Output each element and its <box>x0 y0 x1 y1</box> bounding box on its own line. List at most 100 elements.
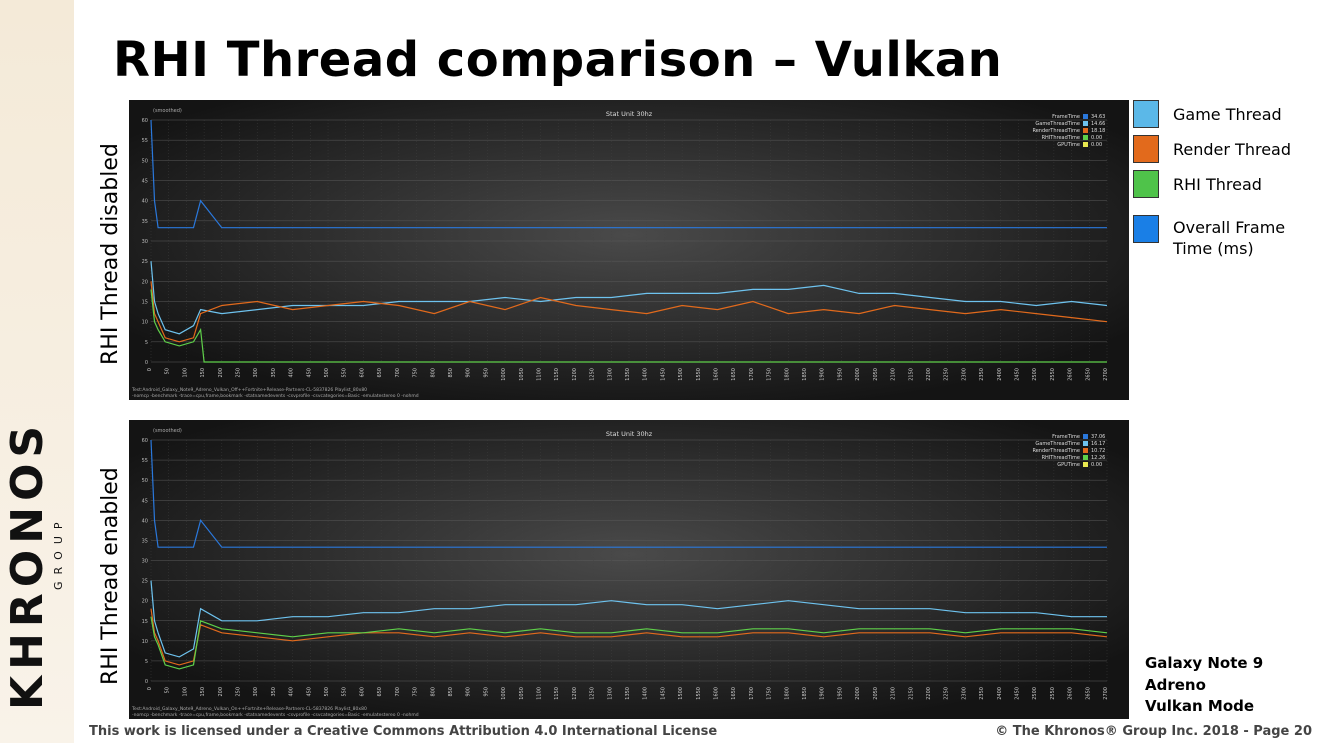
x-tick-label: 50 <box>165 368 171 374</box>
series-line-GameThreadTime <box>150 580 1107 658</box>
chart-title: Stat Unit 30hz <box>606 110 653 118</box>
x-tick-label: 1900 <box>820 687 826 700</box>
x-tick-label: 2250 <box>944 368 950 381</box>
y-tick-label: 0 <box>145 679 148 685</box>
x-tick-label: 450 <box>306 368 312 378</box>
x-tick-label: 750 <box>413 368 419 378</box>
x-tick-label: 2150 <box>908 368 914 381</box>
x-tick-label: 700 <box>395 368 401 378</box>
x-tick-label: 500 <box>324 368 330 378</box>
x-tick-label: 1850 <box>802 368 808 381</box>
chart-legend-value: 10.72 <box>1091 448 1105 454</box>
x-tick-label: 1800 <box>784 368 790 381</box>
x-tick-label: 1400 <box>643 687 649 700</box>
x-tick-label: 1600 <box>714 368 720 381</box>
y-tick-label: 5 <box>145 659 148 665</box>
logo-text: KHRONOS <box>2 419 53 710</box>
chart-rhi-enabled: 0 5 10 15 20 25 30 35 40 45 50 55 60 0 50 100 150 200 250 3… <box>129 420 1129 719</box>
x-tick-label: 350 <box>271 368 277 378</box>
chart-legend-value: 14.66 <box>1091 121 1105 127</box>
x-tick-label: 1550 <box>696 687 702 700</box>
x-tick-label: 950 <box>483 687 489 697</box>
x-tick-label: 250 <box>236 687 242 697</box>
x-tick-label: 1750 <box>767 687 773 700</box>
series-line-RHIThreadTime <box>150 289 1107 363</box>
x-tick-label: 1500 <box>678 687 684 700</box>
device-name: Galaxy Note 9 <box>1145 654 1264 672</box>
x-tick-label: 2600 <box>1068 368 1074 381</box>
x-tick-label: 2700 <box>1103 687 1109 700</box>
x-tick-label: 2450 <box>1014 368 1020 381</box>
x-tick-label: 1750 <box>767 368 773 381</box>
legend-swatch <box>1133 100 1159 128</box>
chart-legend-value: 0.00 <box>1091 135 1102 141</box>
x-tick-label: 300 <box>253 368 259 378</box>
x-tick-label: 2550 <box>1050 368 1056 381</box>
device-info: Galaxy Note 9 Adreno Vulkan Mode <box>1145 653 1263 718</box>
x-tick-label: 900 <box>466 687 472 697</box>
x-tick-label: 1450 <box>660 687 666 700</box>
x-tick-label: 2400 <box>997 687 1003 700</box>
y-tick-label: 50 <box>142 478 148 484</box>
x-tick-label: 2700 <box>1103 368 1109 381</box>
x-tick-label: 100 <box>182 687 188 697</box>
x-tick-label: 1450 <box>660 368 666 381</box>
chart-legend-swatch <box>1083 135 1088 140</box>
x-tick-label: 1800 <box>784 687 790 700</box>
x-tick-label: 800 <box>430 368 436 378</box>
x-tick-label: 1950 <box>837 687 843 700</box>
y-tick-label: 25 <box>142 259 148 265</box>
legend-swatch <box>1133 135 1159 163</box>
x-tick-label: 400 <box>289 368 295 378</box>
chart-legend-name: FrameTime <box>1052 434 1080 440</box>
series-line-RHIThreadTime <box>150 616 1108 670</box>
x-tick-label: 2650 <box>1085 368 1091 381</box>
x-tick-label: 1050 <box>519 368 525 381</box>
series-line-GameThreadTime <box>150 261 1108 335</box>
x-tick-label: 300 <box>253 687 259 697</box>
chart-legend-swatch <box>1083 434 1088 439</box>
x-tick-label: 1250 <box>590 687 596 700</box>
x-tick-label: 1300 <box>607 368 613 381</box>
y-tick-label: 20 <box>142 599 148 605</box>
y-tick-label: 40 <box>142 199 148 205</box>
series-line-RenderThreadTime <box>150 281 1108 343</box>
x-tick-label: 2500 <box>1032 687 1038 700</box>
x-tick-label: 800 <box>430 687 436 697</box>
y-tick-label: 35 <box>142 219 148 225</box>
y-tick-label: 45 <box>142 498 148 504</box>
chart-footer-line: -nomcp -benchmark -trace=cpu,frame,bookm… <box>132 393 419 399</box>
x-tick-label: 50 <box>165 687 171 693</box>
y-tick-label: 50 <box>142 158 148 164</box>
chart-legend-value: 34.63 <box>1091 114 1105 120</box>
x-tick-label: 1200 <box>572 368 578 381</box>
x-tick-label: 850 <box>448 687 454 697</box>
x-tick-label: 2350 <box>979 687 985 700</box>
chart-legend-swatch <box>1083 455 1088 460</box>
chart-legend-value: 18.18 <box>1091 128 1105 134</box>
chart-corner-label: (smoothed) <box>153 108 182 114</box>
chart-legend-swatch <box>1083 128 1088 133</box>
chart-legend-name: GameThreadTime <box>1035 121 1080 127</box>
x-tick-label: 2650 <box>1085 687 1091 700</box>
x-tick-label: 1900 <box>820 368 826 381</box>
x-tick-label: 1650 <box>731 368 737 381</box>
x-tick-label: 2100 <box>891 687 897 700</box>
sidebar: KHRONOS GROUP <box>0 0 74 743</box>
chart-footer-line: Test:Android_Galaxy_Note9_Adreno_Vulkan_… <box>131 706 367 712</box>
legend-item-game-thread: Game Thread <box>1133 100 1282 128</box>
x-tick-label: 650 <box>377 687 383 697</box>
chart-legend-name: RHIThreadTime <box>1042 135 1080 141</box>
x-tick-label: 1200 <box>572 687 578 700</box>
logo-group-text: GROUP <box>52 515 65 590</box>
x-tick-label: 2250 <box>944 687 950 700</box>
footer-license: This work is licensed under a Creative C… <box>89 724 718 739</box>
y-tick-label: 0 <box>145 360 148 366</box>
y-tick-label: 10 <box>142 639 148 645</box>
chart-legend-name: GPUTime <box>1057 142 1080 148</box>
x-tick-label: 400 <box>289 687 295 697</box>
x-tick-label: 2350 <box>979 368 985 381</box>
x-tick-label: 2400 <box>997 368 1003 381</box>
page-title: RHI Thread comparison – Vulkan <box>113 32 1003 88</box>
chart-legend-name: GPUTime <box>1057 462 1080 468</box>
